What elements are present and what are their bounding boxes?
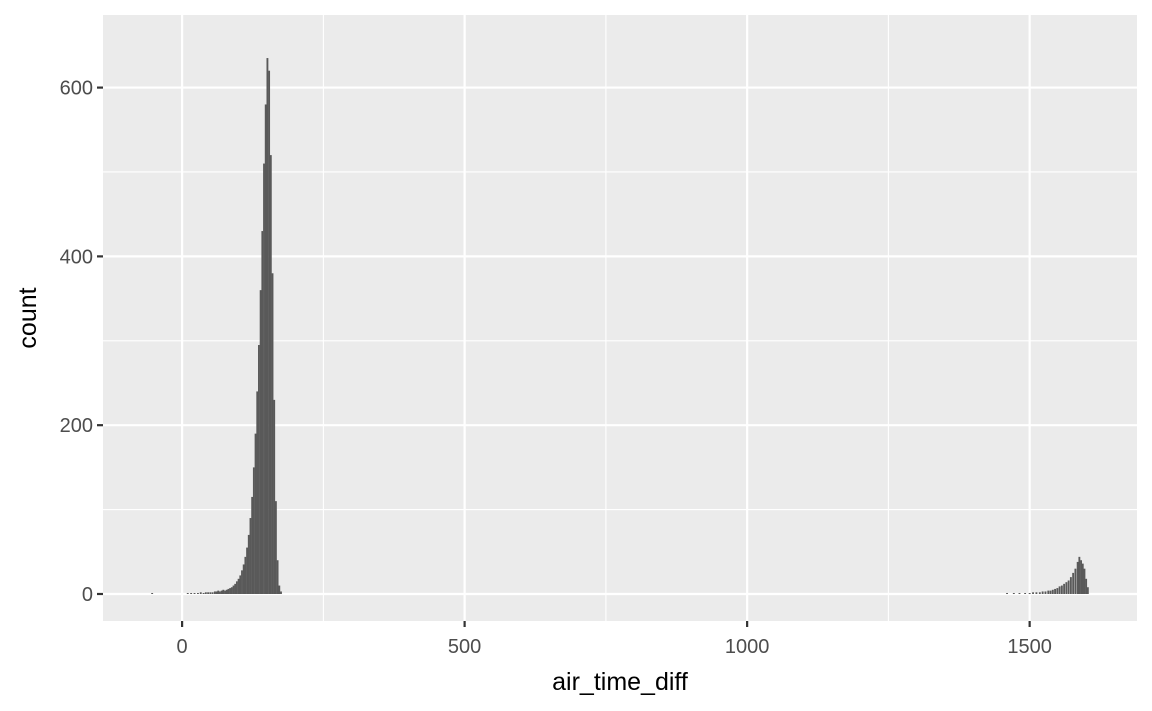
histogram-bar [220, 590, 223, 594]
histogram-bar [264, 104, 267, 594]
histogram-bars [151, 58, 1089, 594]
histogram-bar [222, 589, 225, 594]
histogram-bar [261, 231, 264, 594]
histogram-bar [193, 592, 196, 594]
axes: 0 500 1000 1500 0 200 400 600 [60, 78, 1052, 658]
histogram-bar [1078, 556, 1081, 594]
histogram-bar [244, 556, 247, 594]
histogram-bar [1069, 577, 1072, 594]
histogram-bar [1044, 591, 1047, 594]
histogram-bar [273, 399, 276, 594]
y-axis-title: count [14, 287, 42, 348]
histogram-bar [202, 592, 205, 594]
histogram-bar [227, 588, 230, 594]
histogram-bar [225, 589, 228, 594]
histogram-bar [276, 560, 279, 594]
histogram-bar [186, 592, 189, 594]
histogram-bar [1085, 578, 1088, 594]
histogram-bar [1035, 592, 1038, 594]
histogram-bar [1060, 585, 1063, 594]
histogram-bar [1012, 592, 1015, 594]
histogram-bar [280, 591, 282, 594]
histogram-bar [242, 564, 245, 594]
histogram-bar [235, 581, 238, 594]
histogram-bar [204, 592, 207, 594]
histogram-bar [256, 391, 259, 594]
x-tick-label: 0 [177, 636, 188, 658]
histogram-bar [190, 592, 193, 594]
histogram-bar [232, 585, 235, 594]
histogram-bar [1072, 572, 1075, 594]
y-tick-label: 200 [60, 415, 93, 437]
histogram-bar [1038, 592, 1041, 594]
histogram-bar [211, 592, 214, 594]
histogram-bar [1080, 560, 1082, 594]
histogram-bar [247, 534, 250, 594]
histogram-bar [278, 585, 281, 594]
y-tick-label: 400 [60, 246, 93, 268]
histogram-bar [1074, 568, 1077, 594]
histogram-bar [213, 591, 216, 594]
histogram-bar [196, 592, 199, 594]
histogram-bar [258, 345, 260, 594]
histogram-bar [254, 433, 257, 594]
y-tick-label: 600 [60, 78, 93, 100]
histogram-bar [237, 578, 240, 594]
histogram-bar [239, 575, 242, 594]
histogram-bar [1018, 592, 1021, 594]
histogram-bar [1049, 590, 1052, 594]
histogram-bar [259, 290, 262, 594]
histogram-bar [1067, 580, 1070, 594]
histogram-bar [209, 592, 212, 594]
histogram-bar [1041, 591, 1044, 594]
histogram-bar [1086, 587, 1089, 594]
histogram-bar [246, 547, 249, 594]
histogram-bar [1047, 590, 1050, 594]
histogram-bar [1083, 568, 1086, 594]
histogram-bar [266, 58, 269, 594]
histogram-bar [1024, 592, 1027, 594]
histogram-bar [234, 583, 237, 594]
histogram-bar [224, 590, 226, 594]
histogram-bar [274, 501, 277, 594]
histogram-bar [207, 592, 210, 594]
y-tick-label: 0 [82, 584, 93, 606]
histogram-bar [252, 467, 255, 594]
histogram-bar [241, 570, 243, 594]
histogram-bar [151, 592, 154, 594]
histogram-bar [1006, 592, 1008, 594]
histogram-bar [271, 273, 274, 594]
histogram-bar [1051, 589, 1054, 594]
histogram-bar [1063, 583, 1066, 594]
histogram-bar [199, 592, 202, 594]
x-tick-label: 500 [448, 636, 481, 658]
x-tick-label: 1000 [725, 636, 770, 658]
histogram-bar [230, 587, 233, 594]
histogram-bar [268, 70, 271, 594]
histogram-bar [263, 163, 265, 594]
histogram-bar [1032, 592, 1034, 594]
histogram-bar [1081, 563, 1084, 594]
histogram-bar [249, 518, 252, 594]
histogram-bar [219, 591, 221, 594]
histogram-bar [1065, 582, 1068, 594]
histogram-bar [217, 590, 220, 594]
histogram-bar [251, 496, 254, 594]
histogram-bar [269, 155, 272, 594]
x-tick-label: 1500 [1007, 636, 1052, 658]
x-axis-title: air_time_diff [552, 668, 688, 696]
histogram-bar [229, 588, 232, 594]
histogram-bar [1058, 586, 1061, 594]
histogram-bar [1028, 592, 1031, 594]
histogram-bar [1076, 561, 1079, 594]
histogram-bar [1056, 588, 1059, 594]
histogram-bar [215, 591, 218, 594]
histogram-bar [1054, 588, 1057, 594]
